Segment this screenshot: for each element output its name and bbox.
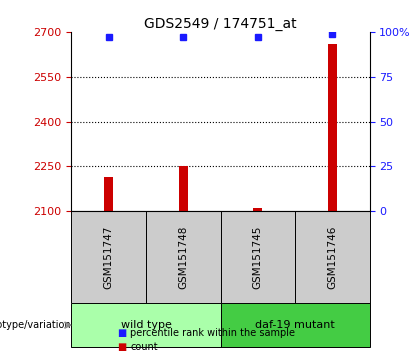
Text: GSM151745: GSM151745	[253, 225, 263, 289]
Bar	[104, 177, 113, 211]
Text: daf-19 mutant: daf-19 mutant	[255, 320, 335, 330]
Text: ■: ■	[118, 328, 127, 338]
Text: genotype/variation: genotype/variation	[0, 320, 71, 330]
Bar	[220, 303, 370, 347]
Text: GSM151746: GSM151746	[327, 225, 337, 289]
Bar	[146, 211, 220, 303]
Bar	[71, 211, 146, 303]
Text: wild type: wild type	[121, 320, 171, 330]
Bar	[295, 211, 370, 303]
Text: percentile rank within the sample: percentile rank within the sample	[130, 328, 295, 338]
Bar	[328, 44, 337, 211]
Bar	[253, 207, 262, 211]
Bar	[179, 166, 188, 211]
Bar	[71, 303, 220, 347]
Title: GDS2549 / 174751_at: GDS2549 / 174751_at	[144, 17, 297, 31]
Text: ■: ■	[118, 342, 127, 352]
Text: count: count	[130, 342, 158, 352]
Bar	[220, 211, 295, 303]
Text: GSM151747: GSM151747	[104, 225, 114, 289]
Text: GSM151748: GSM151748	[178, 225, 188, 289]
